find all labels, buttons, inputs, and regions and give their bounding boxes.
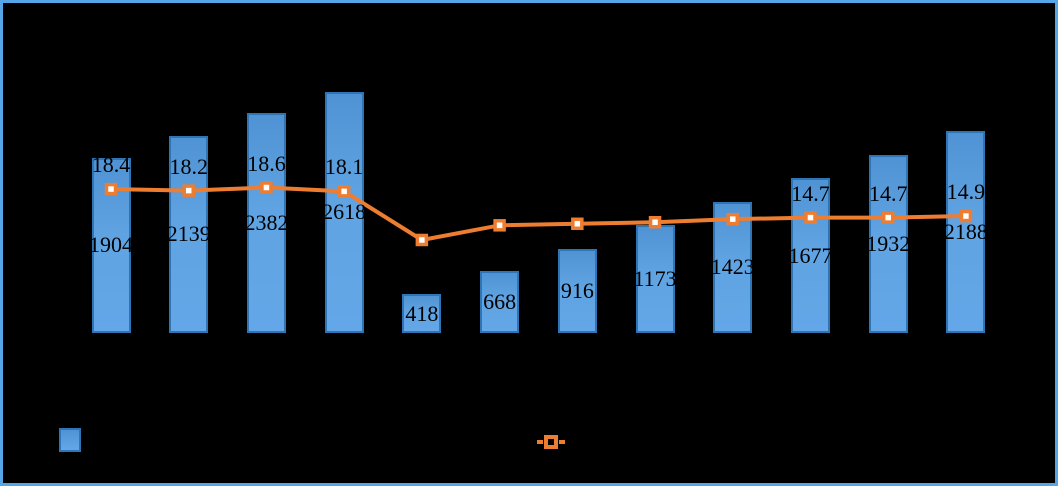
bar-column [324, 91, 364, 333]
line-marker-icon [881, 211, 895, 224]
line-marker-icon [648, 215, 662, 229]
line-marker-icon [804, 211, 817, 224]
line-marker-icon [493, 219, 506, 232]
line-marker-icon [726, 212, 740, 226]
legend-line-dash-right [559, 440, 565, 444]
line-marker-icon [337, 185, 351, 198]
line-marker-icon [104, 182, 118, 196]
bar-column [868, 154, 908, 333]
line-series-layer [104, 181, 973, 247]
bar-column [246, 113, 286, 333]
bar-column [713, 201, 753, 333]
line-marker-icon [571, 217, 584, 231]
legend [3, 3, 1055, 483]
bar-column [480, 271, 520, 333]
line-path [110, 185, 966, 243]
bar-column [402, 294, 442, 333]
bar-column [557, 248, 597, 333]
line-marker-icon [260, 181, 273, 194]
legend-line-marker-icon [544, 435, 558, 449]
bar-column [169, 135, 209, 333]
bar-column [790, 178, 830, 333]
line-marker-icon [415, 233, 429, 247]
line-marker-icon [182, 184, 195, 197]
legend-bar-swatch [59, 428, 81, 452]
legend-line-dash-left [537, 440, 543, 444]
line-marker-icon [959, 209, 973, 223]
bar-column [946, 131, 986, 333]
